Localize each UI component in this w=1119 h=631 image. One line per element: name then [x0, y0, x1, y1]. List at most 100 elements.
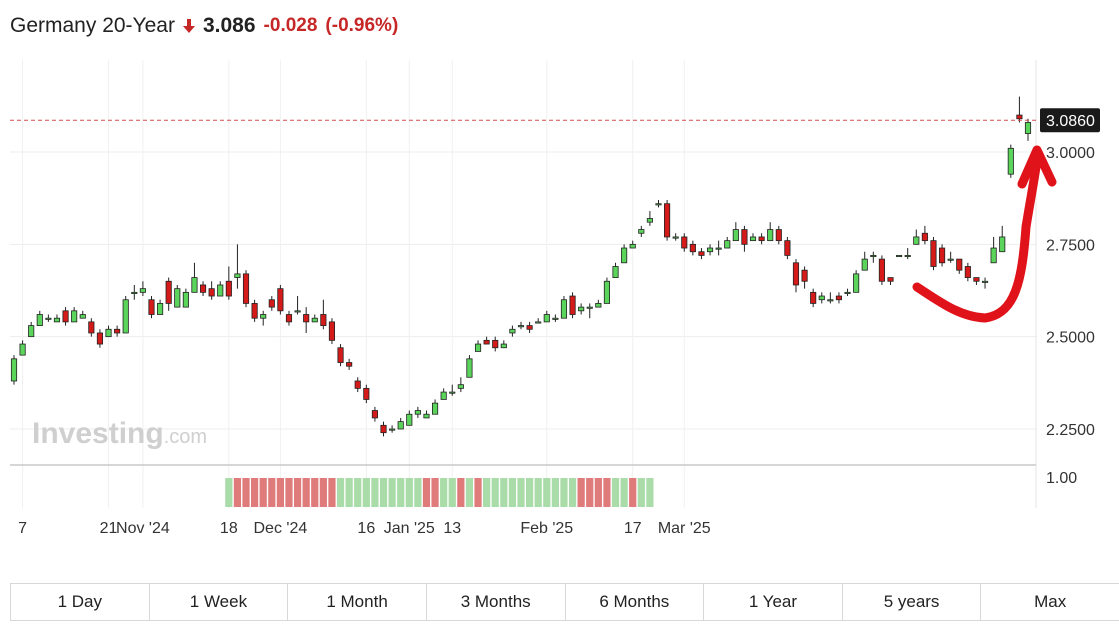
- candle: [492, 336, 499, 352]
- y-axis: 3.0000 2.7500 2.5000 2.2500: [1046, 145, 1095, 439]
- candle-body: [827, 299, 834, 302]
- candle: [921, 225, 928, 245]
- candle-body: [956, 258, 963, 271]
- candle: [629, 240, 636, 249]
- volume-bar: [354, 478, 362, 507]
- volume-bar: [388, 478, 396, 507]
- candle: [947, 251, 954, 263]
- candle: [45, 314, 52, 322]
- volume-bar: [293, 478, 302, 507]
- candle: [397, 417, 404, 430]
- candle-body: [586, 306, 593, 309]
- candle-body: [1016, 114, 1023, 120]
- candle-body: [440, 391, 447, 400]
- candle-body: [500, 343, 507, 349]
- current-price: 3.086: [202, 14, 256, 37]
- candle: [896, 255, 903, 258]
- candle: [182, 288, 189, 308]
- candle: [749, 233, 757, 242]
- volume-bar: [431, 478, 439, 507]
- candle-body: [990, 247, 997, 264]
- candlesticks: [10, 96, 1032, 437]
- tab-3-months[interactable]: 3 Months: [427, 584, 566, 620]
- volume-bar: [422, 478, 431, 507]
- candle: [380, 421, 387, 437]
- x-tick-label: Nov '24: [116, 520, 170, 537]
- candle-body: [406, 413, 413, 426]
- candle-body: [53, 317, 61, 323]
- candle: [784, 236, 791, 260]
- volume-bar: [611, 478, 620, 507]
- candle: [96, 329, 103, 348]
- candle-body: [311, 317, 318, 323]
- volume-bar: [233, 478, 242, 507]
- candle-body: [1024, 122, 1032, 134]
- candle-body: [853, 273, 860, 293]
- volume-bar: [525, 478, 534, 507]
- candle: [672, 233, 679, 241]
- candle: [225, 266, 232, 300]
- candle-body: [45, 317, 52, 320]
- candle-body: [10, 358, 18, 382]
- tab-1-year[interactable]: 1 Year: [704, 584, 843, 620]
- price-change: -0.028: [263, 15, 318, 36]
- tab-1-month[interactable]: 1 Month: [288, 584, 427, 620]
- current-price-label: 3.0860: [1040, 108, 1100, 133]
- candle: [810, 288, 817, 308]
- candle: [371, 406, 378, 422]
- x-tick-label: Dec '24: [254, 520, 308, 537]
- candle: [517, 321, 525, 330]
- candle: [870, 251, 877, 263]
- volume-bar: [225, 478, 233, 507]
- candle-body: [664, 203, 671, 238]
- volume-bar: [586, 478, 594, 507]
- candle: [853, 270, 860, 293]
- volume-bar: [551, 478, 559, 507]
- candle: [423, 410, 430, 419]
- volume-bar: [508, 478, 517, 507]
- volume-bar: [251, 478, 259, 507]
- candle: [466, 355, 473, 378]
- candle-body: [62, 310, 69, 323]
- candle-body: [861, 258, 868, 271]
- candle-body: [225, 280, 232, 297]
- candle-body: [268, 299, 275, 308]
- candle-body: [655, 203, 662, 206]
- volume-bar: [362, 478, 370, 507]
- candle: [406, 410, 413, 426]
- volume-bar: [457, 478, 465, 507]
- chart-grid: [10, 60, 1037, 508]
- candle-body: [114, 328, 121, 334]
- candle-body: [724, 240, 731, 249]
- candle: [612, 262, 619, 278]
- candle: [1007, 144, 1014, 178]
- candle-body: [517, 325, 525, 328]
- tab-max[interactable]: Max: [1034, 592, 1067, 611]
- tab-1-week[interactable]: 1 Week: [150, 584, 289, 620]
- tab-6-months[interactable]: 6 Months: [566, 584, 705, 620]
- candle: [36, 310, 43, 326]
- candle: [242, 270, 250, 308]
- candle-body: [466, 358, 473, 378]
- candle: [715, 240, 722, 256]
- candle: [1024, 118, 1032, 141]
- candle-body: [715, 247, 722, 250]
- candle: [913, 229, 920, 245]
- candle-body: [483, 339, 490, 345]
- candle: [775, 225, 782, 245]
- volume-bar: [259, 478, 267, 507]
- candle-body: [981, 280, 989, 283]
- volume-label: 1.00: [1046, 470, 1077, 487]
- volume-bar: [594, 478, 602, 507]
- candle: [861, 251, 868, 271]
- arrow-down-icon: [182, 19, 195, 33]
- candle-body: [303, 314, 310, 323]
- price-chart[interactable]: Investing.com 3.0000 2.7500 2.5000 2.2500 3…: [0, 52, 1119, 572]
- volume-bar: [319, 478, 327, 507]
- candle-body: [432, 402, 439, 415]
- tab-1-day[interactable]: 1 Day: [11, 584, 150, 620]
- candle-body: [389, 428, 396, 431]
- chart-header: Germany 20-Year 3.086 -0.028 (-0.96%): [10, 12, 398, 40]
- candle-body: [105, 328, 112, 338]
- tab-5-years[interactable]: 5 years: [843, 584, 982, 620]
